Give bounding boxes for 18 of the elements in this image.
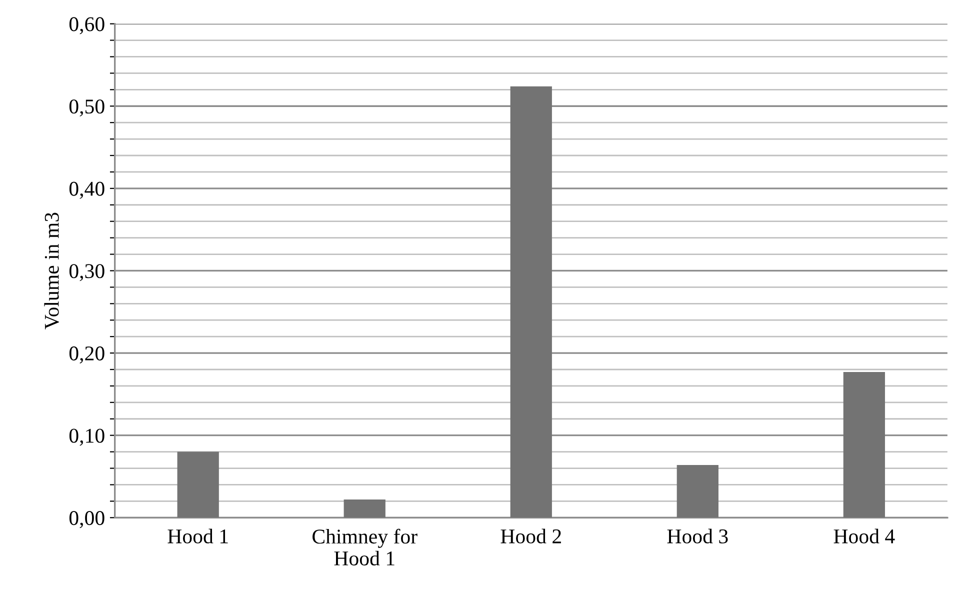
- bar: [344, 500, 386, 518]
- x-tick-label: Chimney for Hood 1: [312, 528, 418, 566]
- x-tick-label: Hood 3: [667, 528, 728, 544]
- y-tick-label: 0,10: [69, 428, 104, 446]
- y-tick-label: 0,00: [69, 511, 104, 528]
- x-tick-label: Hood 2: [500, 528, 561, 544]
- bar: [676, 464, 718, 518]
- y-tick-label: 0,30: [69, 264, 104, 282]
- x-tick-label: Hood 4: [834, 528, 895, 544]
- y-axis-title: Volume in m3: [44, 212, 59, 330]
- x-tick-label: Hood 1: [168, 528, 228, 544]
- y-tick-label: 0,20: [69, 346, 104, 364]
- bar: [843, 372, 885, 518]
- y-tick-label: 0,50: [69, 99, 104, 117]
- bar: [510, 86, 552, 518]
- y-tick-label: 0,60: [69, 17, 104, 34]
- bar: [177, 452, 219, 518]
- y-tick-label: 0,40: [69, 182, 104, 199]
